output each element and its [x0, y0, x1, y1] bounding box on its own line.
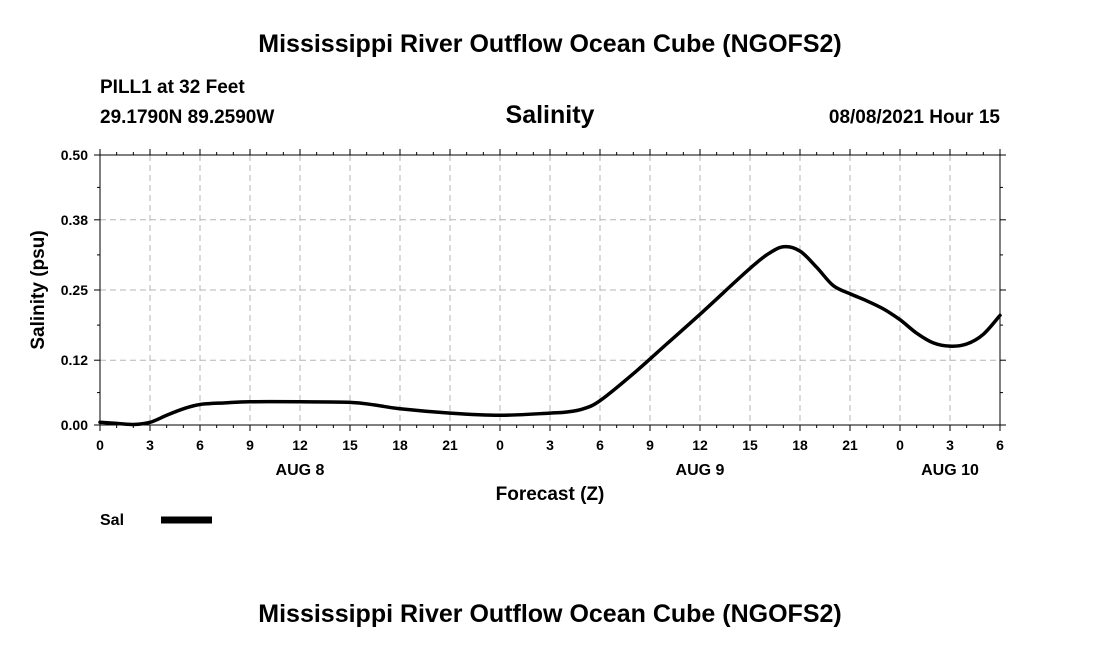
x-tick-label: 21: [842, 437, 858, 453]
grid-lines: [100, 155, 1000, 425]
x-tick-label: 9: [646, 437, 654, 453]
station-label: PILL1 at 32 Feet: [100, 77, 245, 98]
y-tick-label: 0.25: [61, 282, 88, 298]
x-tick-label: 18: [792, 437, 808, 453]
y-tick-label: 0.50: [61, 147, 88, 163]
x-tick-label: 0: [96, 437, 104, 453]
x-tick-label: 3: [946, 437, 954, 453]
x-tick-label: 0: [496, 437, 504, 453]
y-tick-label: 0.00: [61, 417, 88, 433]
x-tick-label: 15: [342, 437, 358, 453]
day-label: AUG 9: [676, 462, 725, 479]
x-tick-label: 9: [246, 437, 254, 453]
x-tick-label: 6: [596, 437, 604, 453]
x-tick-label: 12: [292, 437, 308, 453]
station-coords: 29.1790N 89.2590W: [100, 107, 275, 128]
plot-frame: [99, 154, 1001, 426]
legend-label-sal: Sal: [100, 512, 124, 529]
chart-subtitle: Salinity: [505, 101, 595, 129]
day-label: AUG 8: [276, 462, 325, 479]
x-tick-label: 15: [742, 437, 758, 453]
x-tick-label: 0: [896, 437, 904, 453]
y-tick-label: 0.12: [61, 352, 88, 368]
forecast-datetime: 08/08/2021 Hour 15: [828, 107, 1000, 128]
x-tick-label: 18: [392, 437, 408, 453]
day-label: AUG 10: [921, 462, 979, 479]
x-axis-title: Forecast (Z): [496, 484, 605, 505]
footer-title: Mississippi River Outflow Ocean Cube (NG…: [258, 600, 842, 628]
day-labels: AUG 8 AUG 9 AUG 10: [276, 462, 979, 479]
x-tick-labels: 0 3 6 9 12 15 18 21 0 3 6 9 12 15 18 21 0 3 6: [96, 437, 1004, 453]
x-tick-label: 6: [196, 437, 204, 453]
x-tick-label: 12: [692, 437, 708, 453]
x-tick-label: 21: [442, 437, 458, 453]
y-axis-title: Salinity (psu): [28, 230, 49, 349]
y-tick-label: 0.38: [61, 212, 88, 228]
chart-title: Mississippi River Outflow Ocean Cube (NG…: [258, 30, 842, 58]
x-tick-label: 6: [996, 437, 1004, 453]
series-line-sal: [98, 244, 1002, 427]
y-tick-labels: 0.00 0.12 0.25 0.38 0.50: [61, 147, 88, 433]
x-tick-label: 3: [546, 437, 554, 453]
x-tick-label: 3: [146, 437, 154, 453]
